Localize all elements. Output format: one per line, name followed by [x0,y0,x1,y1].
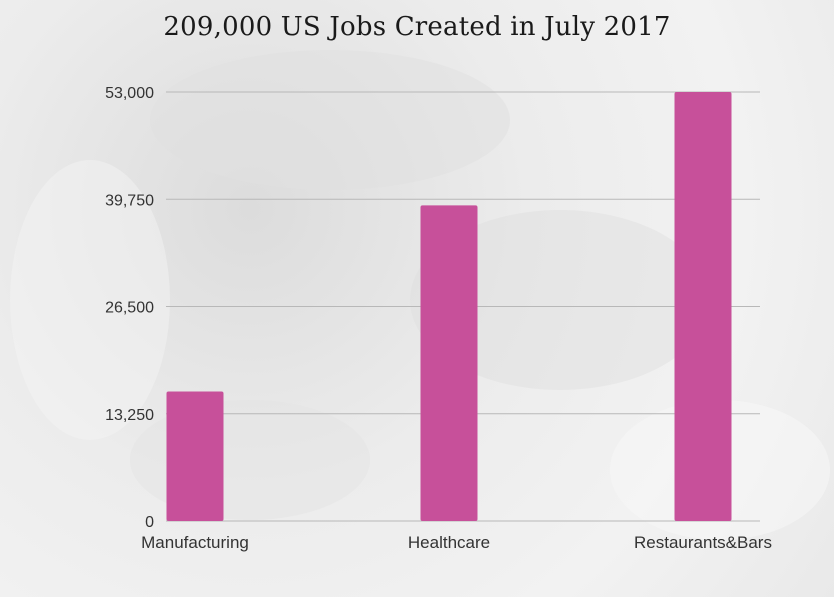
bars [166,92,732,522]
y-tick-label: 0 [145,514,154,531]
bar-healthcare [420,205,478,522]
y-axis-ticks: 0 13,250 26,500 39,750 53,000 [105,85,154,531]
x-category-label: Healthcare [408,533,490,552]
bar-manufacturing [166,391,224,521]
bar-restaurants-bars [674,92,732,521]
y-tick-label: 39,750 [105,192,154,209]
x-category-label: Restaurants&Bars [634,533,772,552]
chart-title: 209,000 US Jobs Created in July 2017 [163,12,671,42]
y-tick-label: 53,000 [105,85,154,102]
y-tick-label: 26,500 [105,300,154,317]
x-category-label: Manufacturing [141,533,249,552]
x-axis-categories: Manufacturing Healthcare Restaurants&Bars [141,533,772,552]
y-tick-label: 13,250 [105,407,154,424]
